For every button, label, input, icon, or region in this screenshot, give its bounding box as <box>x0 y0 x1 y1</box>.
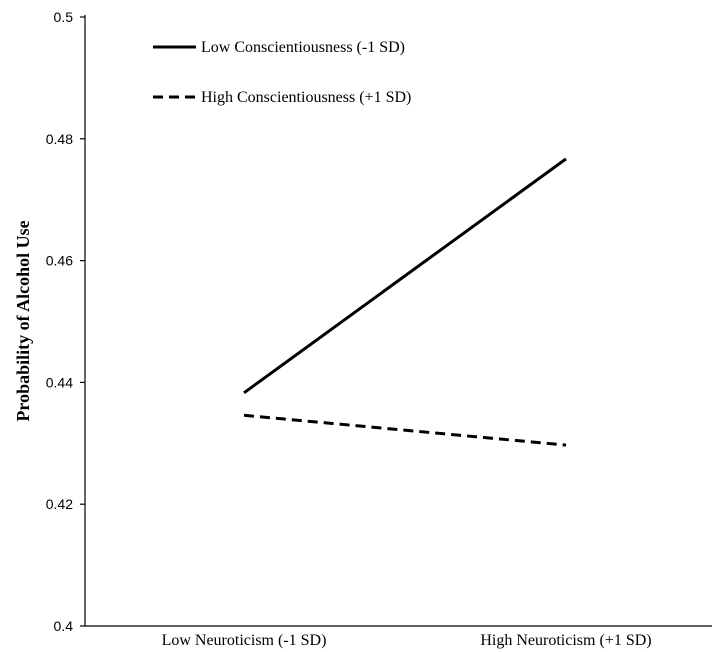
y-axis: 0.4 0.42 0.44 0.46 0.48 0.5 <box>46 9 86 634</box>
y-ticks: 0.4 0.42 0.44 0.46 0.48 0.5 <box>46 9 85 634</box>
y-tick-label: 0.48 <box>46 131 73 147</box>
series-line-1 <box>243 157 567 395</box>
legend: Low Conscientiousness (-1 SD) High Consci… <box>153 39 411 106</box>
y-tick-label: 0.4 <box>54 618 74 634</box>
y-tick-label: 0.46 <box>46 253 73 269</box>
y-tick-label: 0.42 <box>46 496 73 512</box>
x-category-label: High Neuroticism (+1 SD) <box>480 632 651 649</box>
x-category-label: Low Neuroticism (-1 SD) <box>162 632 327 649</box>
series-layer <box>243 157 567 447</box>
legend-label: High Conscientiousness (+1 SD) <box>201 89 411 106</box>
x-axis: Low Neuroticism (-1 SD) High Neuroticism … <box>85 625 712 649</box>
y-tick-label: 0.5 <box>54 9 74 25</box>
series-line-2 <box>243 413 567 447</box>
y-axis-title: Probability of Alcohol Use <box>13 220 33 421</box>
legend-label: Low Conscientiousness (-1 SD) <box>201 39 405 56</box>
y-tick-label: 0.44 <box>46 374 73 390</box>
x-labels: Low Neuroticism (-1 SD) High Neuroticism … <box>162 632 652 649</box>
